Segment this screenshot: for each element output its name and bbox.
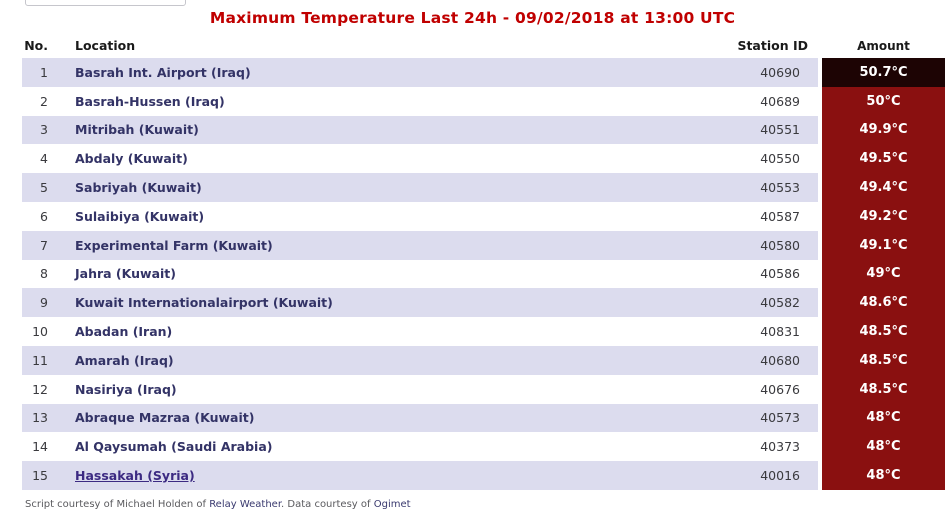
row-number: 2	[40, 93, 48, 109]
station-id-cell: 40690	[760, 64, 800, 80]
footer-prefix-text: Script courtesy of Michael Holden of	[25, 499, 210, 510]
row-number: 14	[32, 439, 48, 455]
amount-cell: 49.9°C	[822, 115, 945, 145]
table-body: 1 Basrah Int. Airport (Iraq) 40690 50.7°C 2 B…	[22, 58, 945, 490]
row-number: 8	[40, 266, 48, 282]
location-cell: Sabriyah (Kuwait)	[75, 180, 202, 196]
table-row: 11 Amarah (Iraq) 40680 48.5°C	[22, 345, 945, 375]
ogimet-link[interactable]: Ogimet	[373, 499, 411, 510]
amount-cell: 49°C	[822, 259, 945, 289]
location-cell: Sulaibiya (Kuwait)	[75, 208, 205, 224]
table-row: 5 Sabriyah (Kuwait) 40553 49.4°C	[22, 173, 945, 202]
row-number: 9	[40, 295, 48, 311]
row-number: 1	[40, 64, 48, 80]
amount-cell: 49.5°C	[822, 144, 945, 174]
amount-cell: 50.7°C	[822, 58, 945, 87]
station-id-cell: 40016	[760, 468, 800, 484]
page-title: Maximum Temperature Last 24h - 09/02/201…	[209, 9, 736, 27]
location-cell: Abraque Mazraa (Kuwait)	[75, 410, 255, 426]
table-row: 7 Experimental Farm (Kuwait) 40580 49.1°C	[22, 230, 945, 260]
relay-weather-link[interactable]: Relay Weather	[209, 499, 282, 510]
station-id-cell: 40831	[760, 324, 800, 340]
amount-cell: 48.5°C	[822, 345, 945, 375]
amount-cell: 50°C	[822, 86, 945, 116]
header-location: Location	[75, 38, 136, 53]
row-number: 6	[40, 208, 48, 224]
location-cell: Kuwait Internationalairport (Kuwait)	[75, 295, 333, 311]
table-row: 14 Al Qaysumah (Saudi Arabia) 40373 48°C	[22, 432, 945, 462]
table-row: 9 Kuwait Internationalairport (Kuwait) 405…	[22, 288, 945, 318]
station-id-cell: 40550	[760, 151, 800, 167]
header-amount: Amount	[857, 38, 910, 53]
location-cell: Basrah Int. Airport (Iraq)	[75, 64, 251, 80]
header-station-id: Station ID	[737, 38, 808, 53]
station-id-cell: 40580	[760, 237, 800, 253]
row-number: 5	[40, 180, 48, 196]
station-id-cell: 40551	[760, 122, 800, 138]
table-row: 10 Abadan (Iran) 40831 48.5°C	[22, 317, 945, 346]
location-cell: Experimental Farm (Kuwait)	[75, 237, 273, 253]
amount-cell: 49.1°C	[822, 230, 945, 260]
amount-cell: 48.5°C	[822, 374, 945, 404]
amount-cell: 49.4°C	[822, 173, 945, 202]
location-cell: Basrah-Hussen (Iraq)	[75, 93, 225, 109]
table-row: 4 Abdaly (Kuwait) 40550 49.5°C	[22, 144, 945, 174]
row-number: 12	[32, 381, 48, 397]
row-number: 10	[32, 324, 48, 340]
footer-middle-text: . Data courtesy of	[281, 499, 374, 510]
location-cell: Nasiriya (Iraq)	[75, 381, 177, 397]
amount-cell: 48°C	[822, 461, 945, 490]
table-row: 8 Jahra (Kuwait) 40586 49°C	[22, 259, 945, 289]
header-no: No.	[24, 38, 48, 53]
location-cell: Al Qaysumah (Saudi Arabia)	[75, 439, 273, 455]
station-id-cell: 40689	[760, 93, 800, 109]
row-number: 7	[40, 237, 48, 253]
station-id-cell: 40553	[760, 180, 800, 196]
location-cell: Amarah (Iraq)	[75, 352, 174, 368]
location-cell: Mitribah (Kuwait)	[75, 122, 199, 138]
station-id-cell: 40373	[760, 439, 800, 455]
table-row: 6 Sulaibiya (Kuwait) 40587 49.2°C	[22, 201, 945, 231]
amount-cell: 49.2°C	[822, 201, 945, 231]
amount-cell: 48.6°C	[822, 288, 945, 318]
row-number: 4	[40, 151, 48, 167]
station-id-cell: 40586	[760, 266, 800, 282]
amount-cell: 48.5°C	[822, 317, 945, 346]
temperature-table: No. Location Station ID Amount 1 Basrah I…	[22, 33, 945, 490]
table-row: 1 Basrah Int. Airport (Iraq) 40690 50.7°C	[22, 58, 945, 87]
station-id-cell: 40587	[760, 208, 800, 224]
station-id-cell: 40676	[760, 381, 800, 397]
location-cell: Jahra (Kuwait)	[75, 266, 176, 282]
location-cell: Abadan (Iran)	[75, 324, 173, 340]
amount-cell: 48°C	[822, 432, 945, 462]
table-row: 12 Nasiriya (Iraq) 40676 48.5°C	[22, 374, 945, 404]
table-row: 15 Hassakah (Syria) 40016 48°C	[22, 461, 945, 490]
table-row: 13 Abraque Mazraa (Kuwait) 40573 48°C	[22, 403, 945, 433]
table-row: 2 Basrah-Hussen (Iraq) 40689 50°C	[22, 86, 945, 116]
row-number: 11	[32, 352, 48, 368]
station-id-cell: 40680	[760, 352, 800, 368]
station-id-cell: 40582	[760, 295, 800, 311]
amount-cell: 48°C	[822, 403, 945, 433]
station-id-cell: 40573	[760, 410, 800, 426]
table-header-row: No. Location Station ID Amount	[22, 33, 945, 58]
table-row: 3 Mitribah (Kuwait) 40551 49.9°C	[22, 115, 945, 145]
row-number: 3	[40, 122, 48, 138]
location-link[interactable]: Hassakah (Syria)	[75, 468, 195, 484]
row-number: 13	[32, 410, 48, 426]
row-number: 15	[32, 468, 48, 484]
footer-credit: Script courtesy of Michael Holden of Rel…	[25, 499, 411, 510]
top-partial-input[interactable]	[25, 0, 186, 6]
location-cell: Abdaly (Kuwait)	[75, 151, 188, 167]
